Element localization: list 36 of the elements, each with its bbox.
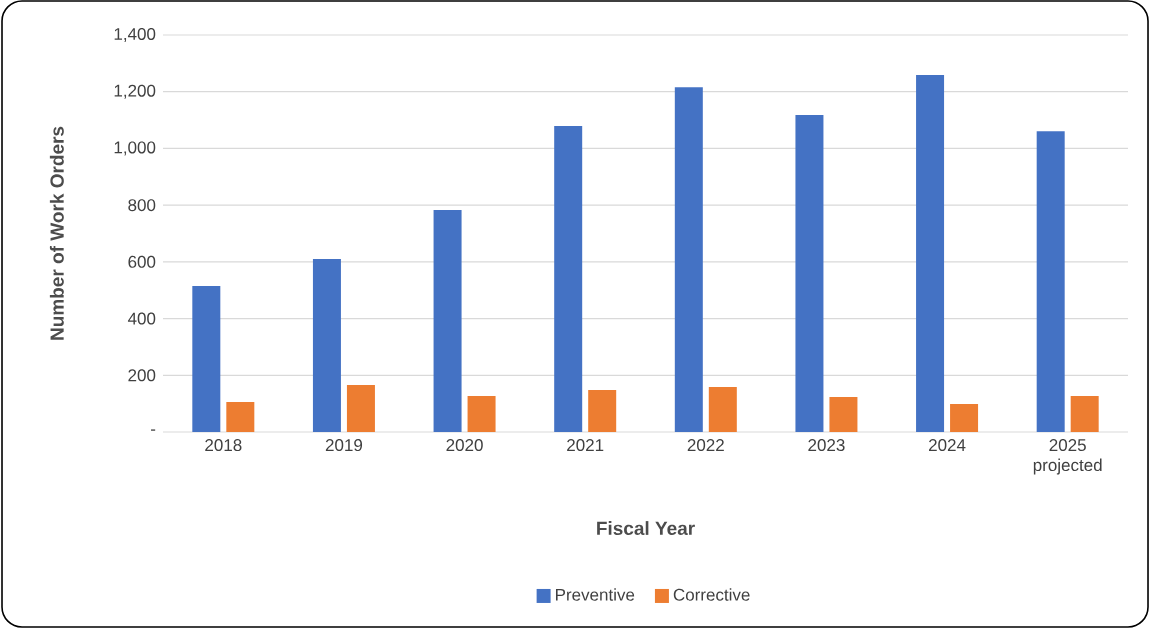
legend-label: Preventive — [555, 588, 635, 601]
x-tick-label: 2023 — [808, 439, 845, 452]
y-axis-title: Number of Work Orders — [49, 126, 64, 340]
x-tick-label: 2019 — [325, 439, 363, 452]
bar — [795, 114, 824, 432]
x-tick-label: 2024 — [929, 439, 966, 452]
bar — [346, 384, 375, 432]
y-tick-label: - — [151, 429, 156, 431]
y-tick-label: 600 — [128, 255, 156, 268]
y-tick-label: 800 — [128, 199, 156, 212]
y-tick-label: 1,000 — [114, 141, 156, 156]
x-tick-label: 2020 — [446, 439, 483, 452]
y-tick-label: 1,200 — [114, 84, 156, 99]
bar — [829, 397, 858, 432]
bar — [1070, 395, 1099, 432]
x-tick-label: 2022 — [687, 439, 724, 452]
bar — [192, 285, 221, 432]
bar — [674, 87, 703, 432]
y-tick-label: 200 — [128, 369, 156, 382]
bar — [554, 126, 583, 432]
x-tick-label: 2025 projected — [1033, 439, 1102, 475]
bar — [1036, 131, 1065, 432]
x-tick-label: 2018 — [205, 439, 242, 452]
bar — [708, 386, 737, 432]
legend-label: Corrective — [673, 588, 750, 601]
bar — [950, 403, 979, 432]
bar — [467, 395, 496, 432]
x-axis-title: Fiscal Year — [597, 521, 695, 536]
bar — [588, 390, 617, 432]
bar — [312, 259, 341, 432]
bar — [226, 401, 255, 432]
bar — [916, 74, 945, 432]
bar — [433, 209, 462, 432]
x-tick-label: 2021 — [567, 439, 604, 452]
y-tick-label: 400 — [127, 312, 156, 325]
y-tick-label: 1,400 — [114, 27, 156, 43]
